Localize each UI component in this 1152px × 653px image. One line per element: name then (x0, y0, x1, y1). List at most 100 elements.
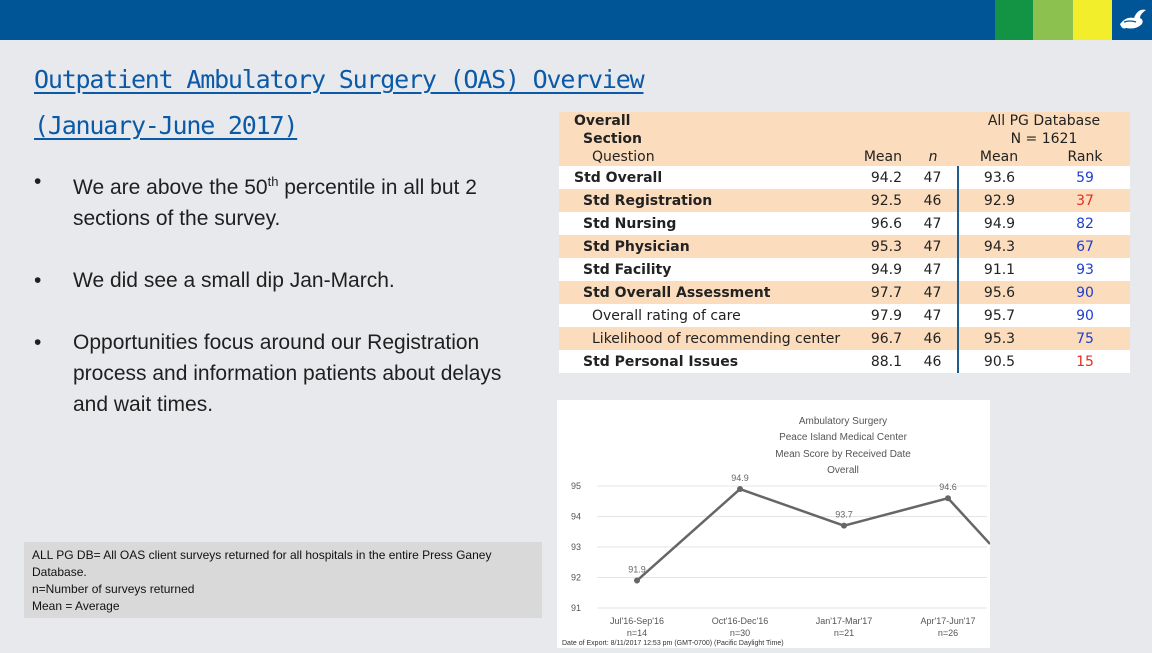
x-tick-label: Apr'17-Jun'17 (921, 616, 976, 626)
dove-logo-icon (1112, 0, 1152, 40)
row-db-mean: 90.5 (957, 350, 1040, 373)
row-n: 47 (908, 235, 958, 258)
row-mean: 88.1 (844, 350, 908, 373)
row-db-mean: 95.3 (957, 327, 1040, 350)
green-swatch (995, 0, 1033, 40)
row-label: Overall rating of care (559, 304, 844, 327)
x-n-label: n=26 (938, 628, 958, 638)
row-n: 46 (908, 189, 958, 212)
row-n: 46 (908, 350, 958, 373)
x-tick-label: Oct'16-Dec'16 (712, 616, 768, 626)
row-db-mean: 94.9 (957, 212, 1040, 235)
row-rank: 67 (1040, 235, 1130, 258)
title-line-2: (January-June 2017) (34, 111, 298, 140)
data-label: 94.6 (939, 482, 957, 492)
row-db-mean: 95.7 (957, 304, 1040, 327)
row-mean: 97.9 (844, 304, 908, 327)
row-label: Std Personal Issues (559, 350, 844, 373)
row-mean: 96.6 (844, 212, 908, 235)
table-row: Std Facility 94.9 47 91.1 93 (559, 258, 1130, 281)
header-section: Section (583, 131, 642, 147)
bullet-item: • We did see a small dip Jan-March. (34, 265, 504, 296)
row-label: Std Nursing (559, 212, 844, 235)
chart-title: Ambulatory Surgery (799, 416, 887, 427)
data-label: 93.7 (835, 510, 853, 520)
row-mean: 95.3 (844, 235, 908, 258)
row-n: 47 (908, 281, 958, 304)
row-n: 46 (908, 327, 958, 350)
table-row: Std Registration 92.5 46 92.9 37 (559, 189, 1130, 212)
row-mean: 96.7 (844, 327, 908, 350)
table-row: Std Physician 95.3 47 94.3 67 (559, 235, 1130, 258)
page-title: Outpatient Ambulatory Surgery (OAS) Over… (34, 57, 645, 149)
x-tick-label: Jan'17-Mar'17 (816, 616, 872, 626)
row-mean: 94.9 (844, 258, 908, 281)
bullet-text: We did see a small dip Jan-March. (73, 269, 395, 292)
chart-subtitle: Mean Score by Received Date (775, 449, 911, 460)
bullet-text: Opportunities focus around our Registrat… (73, 331, 502, 416)
table-row: Std Nursing 96.6 47 94.9 82 (559, 212, 1130, 235)
row-rank: 75 (1040, 327, 1130, 350)
y-tick-label: 93 (571, 542, 581, 552)
bullet-dot: • (34, 331, 42, 354)
series-line (636, 487, 949, 582)
header-overall: Overall (574, 113, 631, 129)
row-rank: 82 (1040, 212, 1130, 235)
yellow-swatch (1073, 0, 1112, 40)
table-row: Overall rating of care 97.9 47 95.7 90 (559, 304, 1130, 327)
x-n-label: n=30 (730, 628, 750, 638)
table-row: Std Personal Issues 88.1 46 90.5 15 (559, 350, 1130, 373)
row-db-mean: 93.6 (957, 166, 1040, 189)
row-label: Std Facility (559, 258, 844, 281)
x-tick-label: Jul'16-Sep'16 (610, 616, 664, 626)
table-row: Std Overall Assessment 97.7 47 95.6 90 (559, 281, 1130, 304)
bullet-text-cont: percentile in all but 2 sections of the … (73, 176, 477, 230)
footnote-box: ALL PG DB= All OAS client surveys return… (24, 542, 542, 618)
row-mean: 97.7 (844, 281, 908, 304)
row-db-mean: 94.3 (957, 235, 1040, 258)
y-tick-label: 95 (571, 481, 581, 491)
row-n: 47 (908, 166, 958, 189)
row-mean: 94.2 (844, 166, 908, 189)
chart-svg: Ambulatory Surgery Peace Island Medical … (562, 416, 991, 647)
header-rank: Rank (1067, 149, 1103, 165)
bullet-dot: • (34, 170, 42, 193)
bullet-dot: • (34, 269, 42, 292)
top-banner (0, 0, 995, 40)
y-tick-label: 92 (571, 573, 581, 583)
header-n: n (928, 149, 938, 165)
y-tick-label: 91 (571, 603, 581, 613)
chart-subtitle: Peace Island Medical Center (779, 432, 908, 443)
row-db-mean: 92.9 (957, 189, 1040, 212)
row-rank: 90 (1040, 281, 1130, 304)
row-label: Std Overall Assessment (559, 281, 844, 304)
data-point (634, 577, 640, 584)
row-label: Likelihood of recommending center (559, 327, 844, 350)
y-tick-label: 94 (571, 512, 581, 522)
row-label: Std Registration (559, 189, 844, 212)
row-label: Std Physician (559, 235, 844, 258)
chart-subtitle: Overall (827, 465, 859, 476)
title-line-1: Outpatient Ambulatory Surgery (OAS) Over… (34, 65, 645, 94)
footnote-line: Database. (32, 565, 87, 579)
row-n: 47 (908, 212, 958, 235)
row-db-mean: 95.6 (957, 281, 1040, 304)
header-db-mean: Mean (979, 149, 1019, 165)
footnote-line: n=Number of surveys returned (32, 582, 195, 596)
row-label: Std Overall (559, 166, 844, 189)
row-rank: 59 (1040, 166, 1130, 189)
bullet-text: We are above the 50 (73, 176, 268, 199)
x-n-label: n=21 (834, 628, 854, 638)
bullet-list: • We are above the 50th percentile in all… (34, 166, 504, 451)
score-table: Overall All PG Database Section N = 1621 Q… (559, 112, 1130, 373)
table-row: Likelihood of recommending center 96.7 46 9… (559, 327, 1130, 350)
row-rank: 15 (1040, 350, 1130, 373)
data-point (945, 495, 951, 502)
data-point (737, 486, 743, 493)
series-line-continuation (947, 497, 991, 545)
row-rank: 37 (1040, 189, 1130, 212)
data-label: 94.9 (731, 473, 749, 483)
bullet-item: • Opportunities focus around our Registra… (34, 327, 504, 420)
footnote-line: Mean = Average (32, 599, 120, 613)
bullet-item: • We are above the 50th percentile in all… (34, 166, 504, 234)
